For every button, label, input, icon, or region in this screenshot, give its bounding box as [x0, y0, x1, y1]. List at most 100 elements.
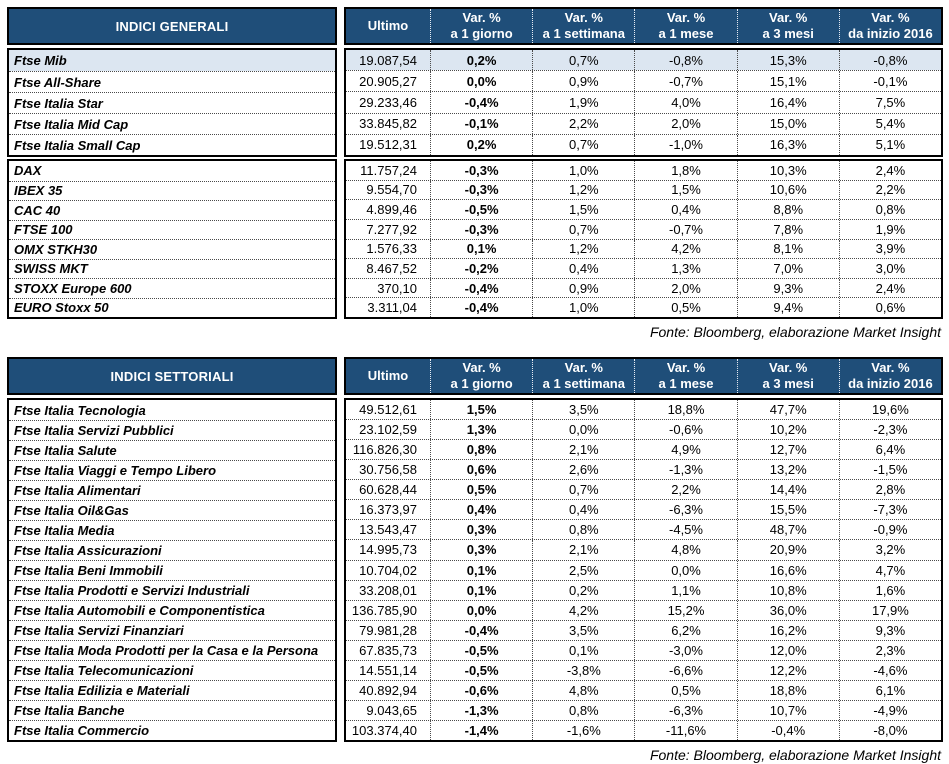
var-value-cell: 4,0%: [634, 92, 736, 113]
table-row: 14.995,73 0,3% 2,1% 4,8% 20,9% 3,2%: [346, 539, 941, 560]
index-name-cell: Ftse Italia Tecnologia: [14, 402, 146, 418]
table-row-band: Ftse Mib Ftse All-Share Ftse Italia Star Ft…: [7, 48, 943, 157]
var-value-cell: 0,6%: [430, 460, 532, 480]
var-value-cell: 0,2%: [430, 134, 532, 156]
column-header-var-line1: Var. %: [769, 360, 808, 375]
var-value-cell: 0,4%: [634, 200, 736, 219]
index-name-cell: Ftse Italia Servizi Pubblici: [9, 420, 335, 440]
ultimo-value-cell: 9.554,70: [366, 182, 417, 198]
data-values-column: 11.757,24 -0,3% 1,0% 1,8% 10,3% 2,4% 9.554,70-…: [344, 159, 943, 319]
var-value-cell: 3,5%: [532, 620, 634, 640]
column-header-var: Var. % da inizio 2016: [838, 359, 941, 393]
var-value-cell: -0,8%: [634, 50, 736, 71]
data-values-column: 19.087,54 0,2% 0,7% -0,8% 15,3% -0,8% 20.905,2…: [344, 48, 943, 157]
column-header-var-line2: a 1 giorno: [450, 26, 513, 41]
column-gutter: [337, 357, 344, 395]
table-row: 33.208,01 0,1% 0,2% 1,1% 10,8% 1,6%: [346, 579, 941, 600]
index-name-cell: DAX: [14, 163, 42, 179]
var-value-cell: -0,7%: [634, 219, 736, 239]
table-row: 13.543,47 0,3% 0,8% -4,5% 48,7% -0,9%: [346, 519, 941, 540]
table-row-band: Ftse Italia Tecnologia Ftse Italia Serviz…: [7, 398, 943, 742]
ultimo-value-cell: 33.208,01: [359, 582, 417, 598]
index-name-cell: EURO Stoxx 50: [9, 297, 335, 318]
var-value-cell: -0,4%: [736, 721, 839, 741]
var-value-cell: 0,8%: [532, 700, 634, 720]
index-name-cell: Ftse Italia Salute: [9, 440, 335, 460]
var-value-cell: -4,6%: [838, 660, 941, 680]
index-name-cell: Ftse All-Share: [9, 71, 335, 92]
ultimo-value-cell: 9.043,65: [366, 702, 417, 718]
var-value-cell: 9,4%: [736, 298, 839, 317]
var-value-cell: 0,5%: [430, 480, 532, 500]
table-indici-settoriali: INDICI SETTORIALI Ultimo Var. % a 1 giorno V…: [7, 357, 943, 764]
table-title: INDICI GENERALI: [7, 7, 337, 45]
table-title: INDICI SETTORIALI: [7, 357, 337, 395]
column-header-var-line1: Var. %: [666, 360, 706, 375]
var-value-cell: -1,4%: [430, 721, 532, 741]
var-value-cell: -0,5%: [430, 660, 532, 680]
index-name-column: Ftse Mib Ftse All-Share Ftse Italia Star Ft…: [7, 48, 337, 157]
index-name-cell: Ftse Italia Alimentari: [9, 480, 335, 500]
table-row: 19.087,54 0,2% 0,7% -0,8% 15,3% -0,8%: [346, 50, 941, 71]
column-header-var-line1: Var. %: [462, 360, 501, 375]
var-value-cell: -0,3%: [430, 161, 532, 180]
ultimo-value-cell: 29.233,46: [359, 95, 417, 110]
var-value-cell: -0,5%: [430, 200, 532, 219]
index-name-cell: Ftse Italia Beni Immobili: [9, 560, 335, 580]
table-row: 19.512,31 0,2% 0,7% -1,0% 16,3% 5,1%: [346, 133, 941, 156]
var-value-cell: -0,2%: [430, 259, 532, 278]
index-name-cell: Ftse Italia Star: [9, 92, 335, 113]
column-header-var-line1: Var. %: [769, 10, 808, 25]
ultimo-value-cell: 49.512,61: [359, 402, 417, 418]
var-value-cell: -11,6%: [634, 721, 736, 741]
var-value-cell: -0,3%: [430, 180, 532, 200]
var-value-cell: 15,5%: [736, 500, 839, 520]
index-name-cell: Ftse Italia Small Cap: [9, 134, 335, 155]
var-value-cell: 8,8%: [736, 200, 839, 219]
var-value-cell: -0,3%: [430, 219, 532, 239]
var-value-cell: 2,1%: [532, 440, 634, 460]
ultimo-value-cell: 103.374,40: [351, 723, 417, 739]
var-value-cell: -7,3%: [838, 500, 941, 520]
var-value-cell: 16,4%: [736, 92, 839, 113]
table-row: 49.512,61 1,5% 3,5% 18,8% 47,7% 19,6%: [346, 400, 941, 420]
var-value-cell: 2,2%: [838, 180, 941, 200]
ultimo-value-cell: 4.899,46: [366, 202, 417, 218]
var-value-cell: 0,8%: [532, 520, 634, 540]
data-values-column: 49.512,61 1,5% 3,5% 18,8% 47,7% 19,6% 23.102,5…: [344, 398, 943, 742]
table-row: 370,10 -0,4% 0,9% 2,0% 9,3% 2,4%: [346, 277, 941, 298]
var-value-cell: -6,6%: [634, 660, 736, 680]
var-value-cell: 17,9%: [838, 600, 941, 620]
column-header-var-line2: a 1 mese: [658, 376, 714, 391]
index-name-cell: CAC 40: [9, 200, 335, 220]
var-value-cell: 0,1%: [430, 580, 532, 600]
var-value-cell: 0,6%: [838, 298, 941, 317]
ultimo-value-cell: 7.277,92: [366, 221, 417, 237]
var-value-cell: 0,5%: [634, 680, 736, 700]
ultimo-value-cell: 40.892,94: [359, 682, 417, 698]
var-value-cell: 12,0%: [736, 640, 839, 660]
column-gutter: [337, 7, 344, 45]
table-row-band: DAX IBEX 35 CAC 40 FTSE 100 OMX STKH30 SWISS …: [7, 159, 943, 319]
index-name-cell: Ftse Italia Moda Prodotti per la Casa e …: [9, 640, 335, 660]
table-row: 9.554,70 -0,3% 1,2% 1,5% 10,6% 2,2%: [346, 179, 941, 200]
table-row: 3.311,04 -0,4% 1,0% 0,5% 9,4% 0,6%: [346, 297, 941, 317]
ultimo-value-cell: 8.467,52: [366, 260, 417, 276]
index-name-cell: Ftse Italia Viaggi e Tempo Libero: [9, 460, 335, 480]
column-header-var: Var. % da inizio 2016: [838, 9, 941, 43]
ultimo-value-cell: 16.373,97: [359, 502, 417, 518]
var-value-cell: 9,3%: [838, 620, 941, 640]
index-name-column: DAX IBEX 35 CAC 40 FTSE 100 OMX STKH30 SWISS …: [7, 159, 337, 319]
table-row: 116.826,30 0,8% 2,1% 4,9% 12,7% 6,4%: [346, 439, 941, 460]
var-value-cell: 16,3%: [736, 134, 839, 156]
column-header-var: Var. % a 3 mesi: [736, 9, 839, 43]
table-row: 79.981,28 -0,4% 3,5% 6,2% 16,2% 9,3%: [346, 619, 941, 640]
var-value-cell: 1,8%: [634, 161, 736, 180]
column-header-var-line2: a 1 settimana: [542, 376, 625, 391]
ultimo-value-cell: 67.835,73: [359, 642, 417, 658]
var-value-cell: -1,0%: [634, 134, 736, 156]
var-value-cell: -0,1%: [430, 113, 532, 134]
ultimo-value-cell: 1.576,33: [366, 241, 417, 257]
var-value-cell: 10,8%: [736, 580, 839, 600]
